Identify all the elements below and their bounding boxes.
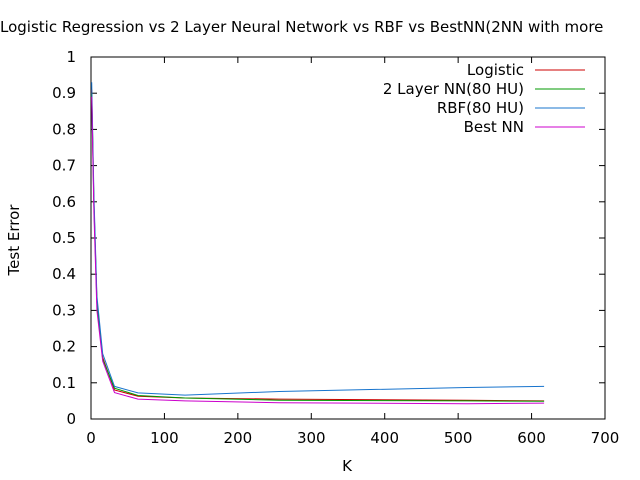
y-tick-label: 0.3 (52, 301, 76, 319)
chart-title: Logistic Regression vs 2 Layer Neural Ne… (0, 18, 603, 36)
y-axis-label: Test Error (5, 204, 23, 277)
y-tick-label: 0.2 (52, 338, 76, 356)
y-axis: 0 0.1 0.2 0.3 0.4 0.5 0.6 0.7 0.8 0.9 1 (52, 48, 605, 428)
x-tick-label: 400 (370, 429, 399, 447)
plot-frame (90, 56, 606, 420)
y-tick-label: 0.1 (52, 374, 76, 392)
series-line-2 (91, 82, 545, 396)
x-tick-label: 700 (591, 429, 620, 447)
legend-label: 2 Layer NN(80 HU) (383, 80, 524, 98)
legend-label: Logistic (467, 61, 524, 79)
series-line-3 (91, 96, 545, 405)
x-tick-label: 200 (224, 429, 253, 447)
x-tick-label: 100 (150, 429, 179, 447)
x-tick-label: 500 (444, 429, 473, 447)
y-tick-label: 0.4 (52, 265, 76, 283)
y-tick-label: 0.9 (52, 84, 76, 102)
legend-label: Best NN (464, 118, 524, 136)
series-line-1 (91, 93, 545, 402)
x-tick-label: 300 (297, 429, 326, 447)
y-tick-label: 0.8 (52, 120, 76, 138)
series-line-0 (91, 89, 545, 402)
legend-label: RBF(80 HU) (437, 99, 524, 117)
x-axis: 0 100 200 300 400 500 600 700 (86, 57, 619, 447)
x-tick-label: 600 (517, 429, 546, 447)
y-tick-label: 0.6 (52, 193, 76, 211)
y-tick-label: 1 (66, 48, 76, 66)
series-lines (91, 82, 545, 405)
y-tick-label: 0.5 (52, 229, 76, 247)
x-tick-label: 0 (86, 429, 96, 447)
y-tick-label: 0.7 (52, 157, 76, 175)
y-tick-label: 0 (66, 410, 76, 428)
x-axis-label: K (342, 457, 353, 475)
